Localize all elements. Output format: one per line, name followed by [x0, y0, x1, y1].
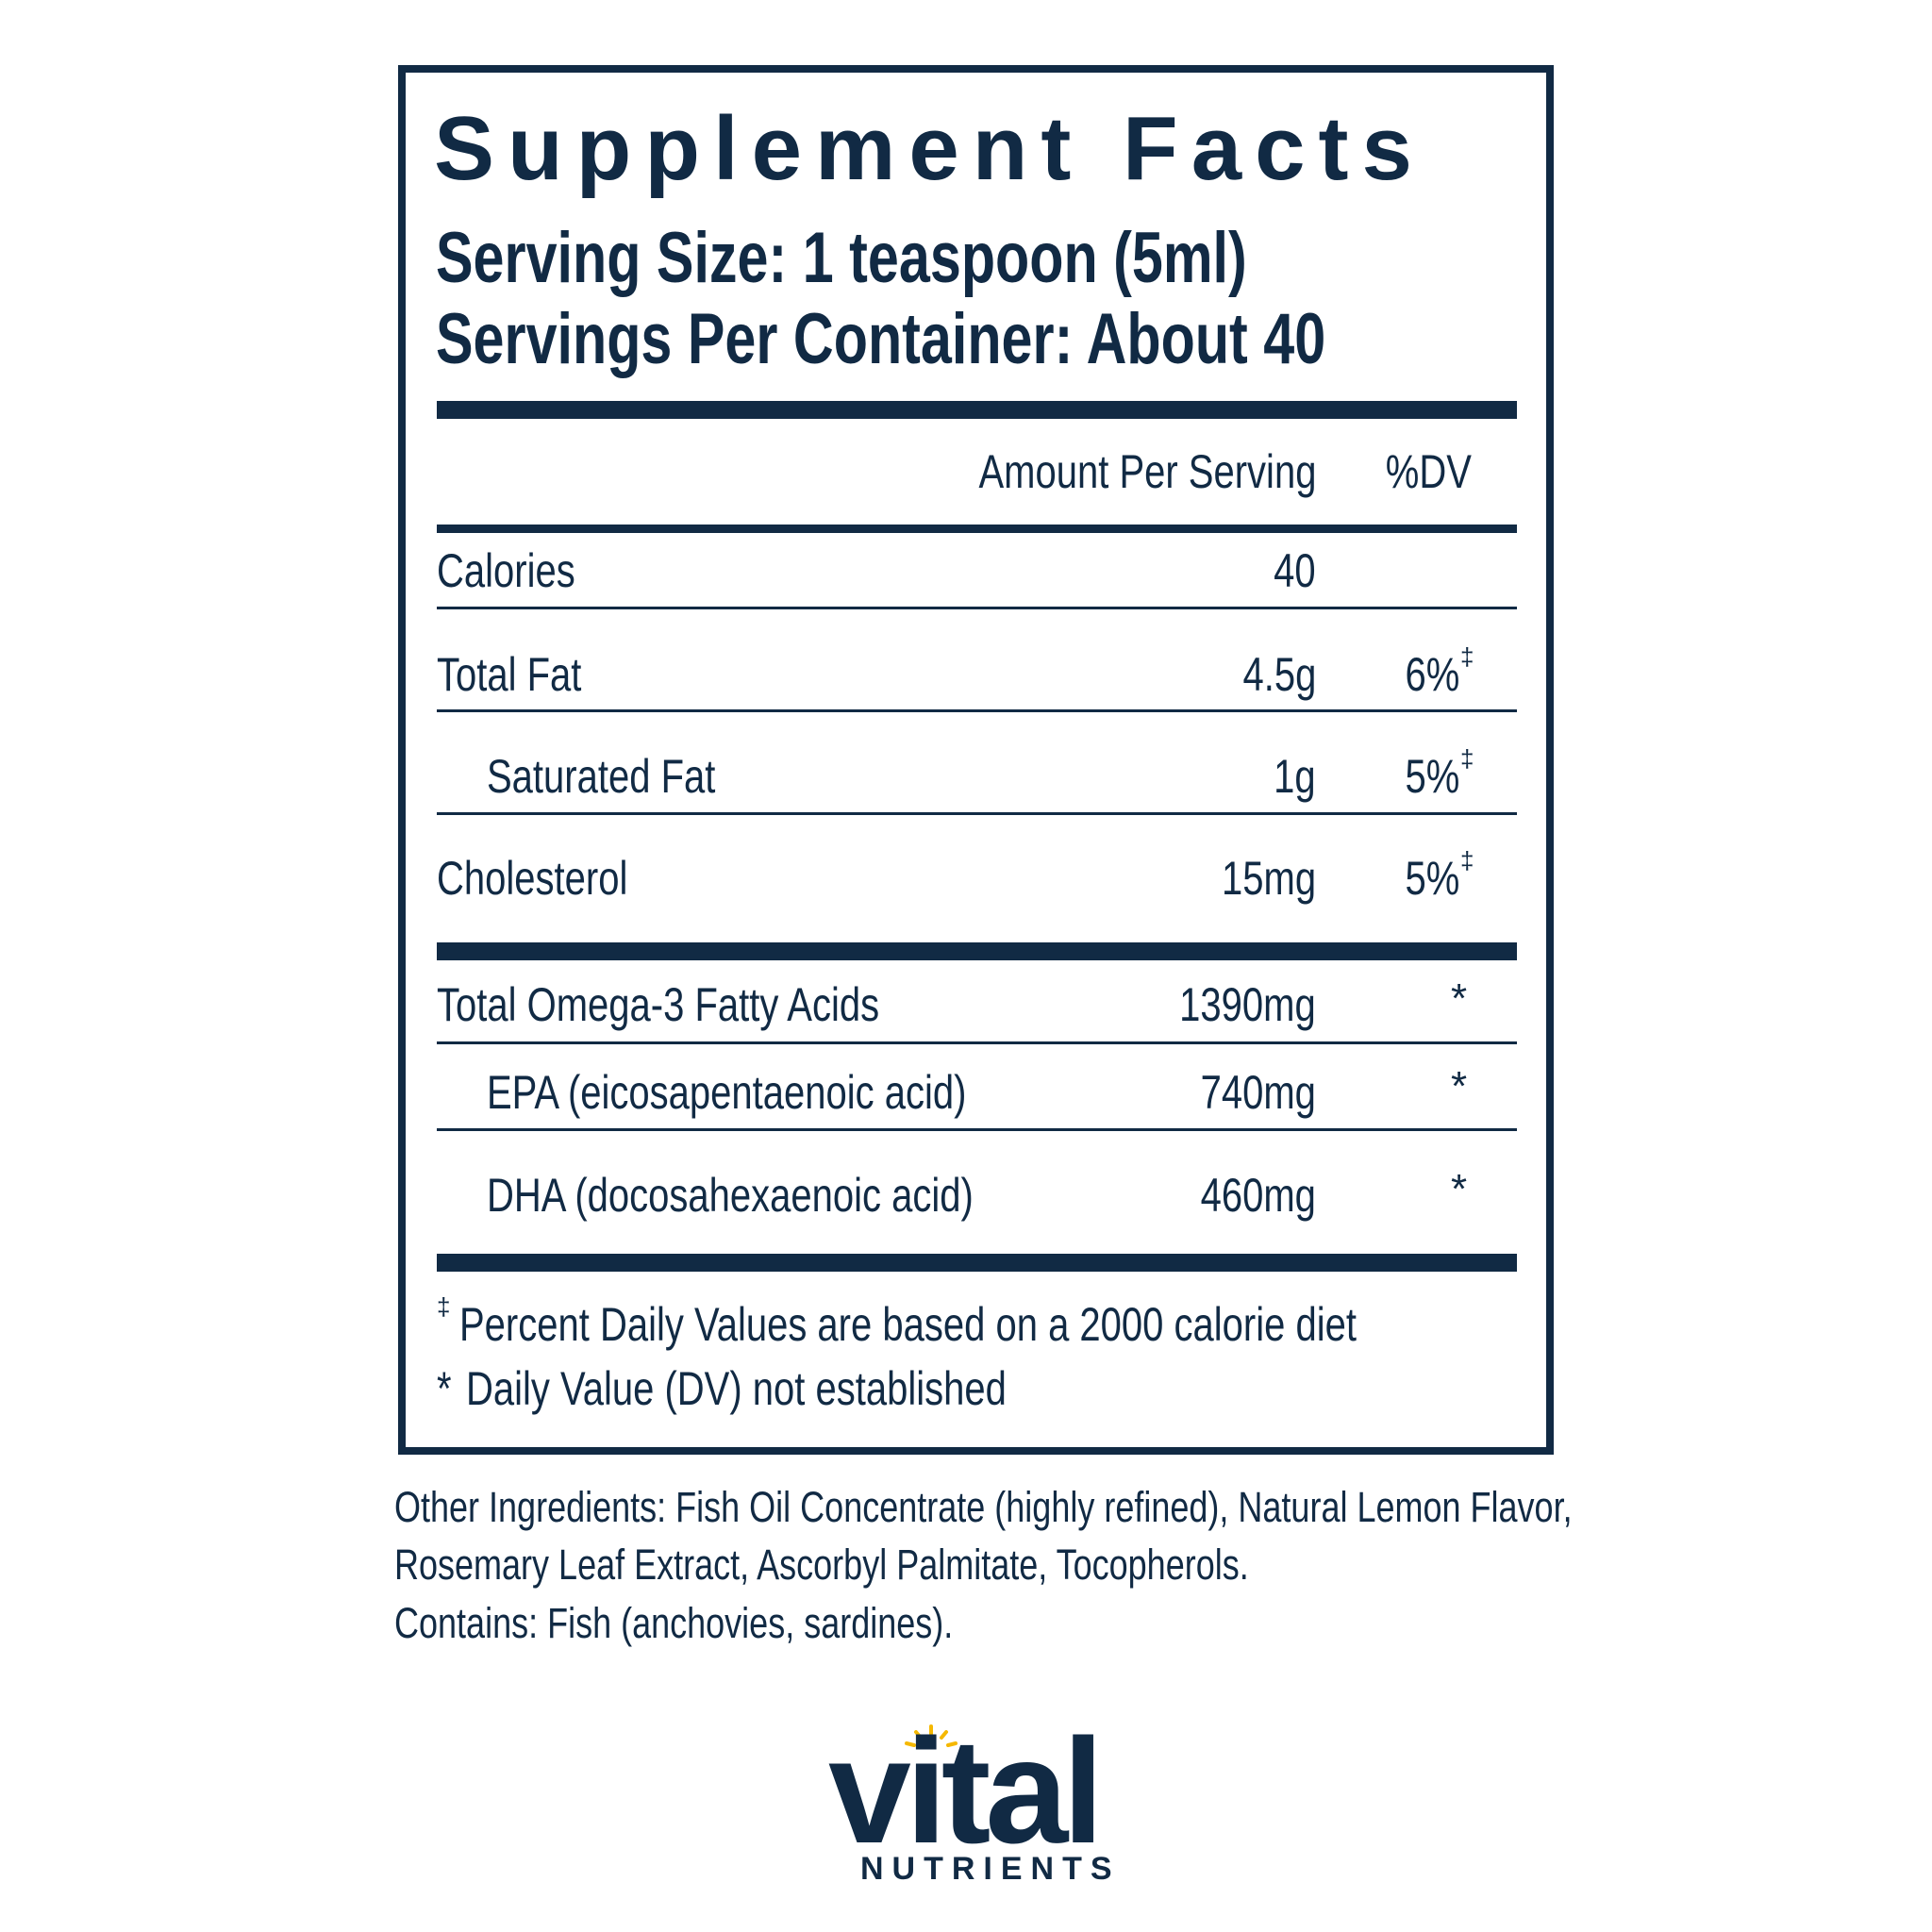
- servings-per-container: Servings Per Container: About 40: [436, 299, 1326, 379]
- nutrient-name: Calories: [437, 543, 575, 597]
- nutrient-dv: 5%: [1405, 851, 1459, 905]
- footnote-symbol: *: [437, 1361, 452, 1415]
- footnote-symbol: ‡: [437, 1292, 451, 1321]
- logo-sun: [905, 1724, 958, 1747]
- dv-note: ‡: [1460, 744, 1474, 773]
- nutrient-amount: 1g: [1274, 749, 1317, 803]
- rule-thin: [437, 1041, 1517, 1044]
- rule-thin: [437, 607, 1517, 609]
- footnote-text: Percent Daily Values are based on a 2000…: [459, 1297, 1357, 1351]
- footnote-text: Daily Value (DV) not established: [466, 1361, 1007, 1415]
- other-ingredients: Rosemary Leaf Extract, Ascorbyl Palmitat…: [394, 1541, 1249, 1590]
- column-header: %DV: [1385, 444, 1472, 498]
- nutrient-amount: 740mg: [1200, 1065, 1316, 1119]
- dv-note: ‡: [1460, 846, 1474, 874]
- nutrient-amount: 1390mg: [1179, 977, 1316, 1031]
- nutrient-amount: 40: [1274, 543, 1317, 597]
- other-ingredients: Contains: Fish (anchovies, sardines).: [394, 1599, 954, 1648]
- nutrient-name: DHA (docosahexaenoic acid): [487, 1168, 974, 1222]
- rule-thin: [437, 709, 1517, 712]
- other-ingredients: Other Ingredients: Fish Oil Concentrate …: [394, 1483, 1573, 1532]
- nutrient-name: Saturated Fat: [487, 749, 716, 803]
- nutrient-dv: 5%: [1405, 749, 1459, 803]
- column-header: Amount Per Serving: [978, 444, 1316, 498]
- nutrient-name: Total Omega-3 Fatty Acids: [437, 977, 880, 1031]
- nutrient-amount: 460mg: [1200, 1168, 1316, 1222]
- nutrient-amount: 15mg: [1221, 851, 1316, 905]
- rule-thin: [437, 812, 1517, 815]
- facts-box: [398, 65, 1554, 1455]
- dv-note: *: [1451, 1165, 1468, 1212]
- nutrient-name: EPA (eicosapentaenoic acid): [487, 1065, 967, 1119]
- sun-rays: [905, 1724, 958, 1747]
- rule-thin: [437, 1128, 1517, 1131]
- serving-size: Serving Size: 1 teaspoon (5ml): [436, 218, 1247, 298]
- nutrient-dv: 6%: [1405, 647, 1459, 701]
- logo-name: vital: [828, 1708, 1104, 1874]
- nutrient-name: Total Fat: [437, 647, 582, 701]
- nutrient-amount: 4.5g: [1242, 647, 1316, 701]
- dv-note: *: [1451, 974, 1468, 1022]
- logo-tagline: NUTRIENTS: [860, 1851, 1121, 1887]
- rule-thick: [437, 1254, 1517, 1272]
- nutrient-name: Cholesterol: [437, 851, 628, 905]
- rule-medium: [437, 525, 1517, 533]
- rule-thick: [437, 401, 1517, 419]
- dv-note: *: [1451, 1062, 1468, 1109]
- rule-thick: [437, 942, 1517, 960]
- title: Supplement Facts: [434, 98, 1425, 199]
- dv-note: ‡: [1460, 642, 1474, 671]
